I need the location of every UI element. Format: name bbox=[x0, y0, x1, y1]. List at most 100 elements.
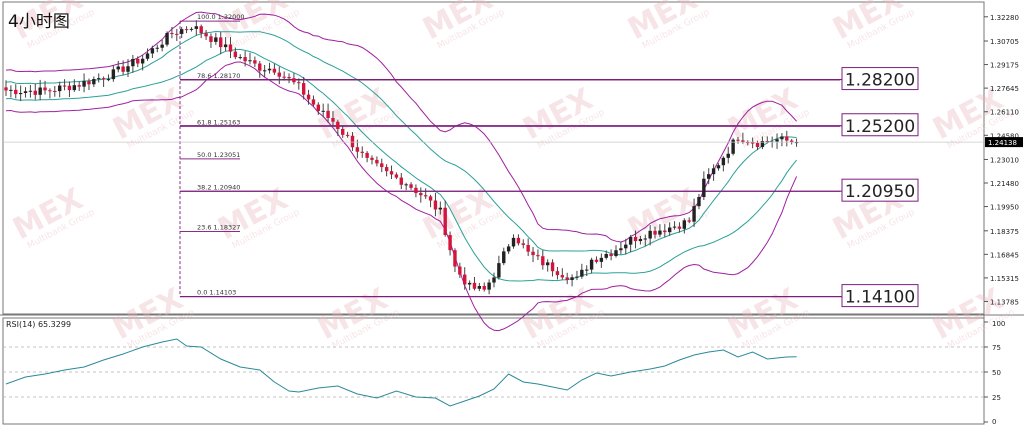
price-tick-label: 1.21480 bbox=[990, 180, 1019, 188]
candle-body bbox=[62, 85, 67, 87]
candle-body bbox=[585, 269, 589, 271]
candle-body bbox=[248, 60, 252, 62]
candle-body bbox=[697, 197, 701, 207]
candle-body bbox=[785, 136, 789, 141]
candle-body bbox=[760, 140, 765, 148]
candle-body bbox=[667, 227, 672, 233]
candle-body bbox=[287, 76, 291, 79]
candle-body bbox=[775, 139, 779, 142]
price-tick-label: 1.32280 bbox=[990, 14, 1019, 22]
fib-label: 0.0 1.14103 bbox=[197, 289, 236, 297]
candle-body bbox=[97, 78, 101, 80]
candle-body bbox=[672, 226, 677, 228]
candle-body bbox=[502, 251, 506, 264]
candle-body bbox=[223, 44, 228, 48]
current-price-marker bbox=[985, 137, 1023, 148]
candle-body bbox=[316, 104, 321, 111]
key-level-label: 1.25200 bbox=[845, 117, 915, 137]
candle-body bbox=[33, 90, 37, 95]
candle-body bbox=[506, 246, 511, 252]
candle-body bbox=[653, 230, 657, 235]
candle-body bbox=[423, 195, 428, 197]
price-tick-label: 1.13785 bbox=[990, 298, 1019, 306]
rsi-tick-label: 25 bbox=[992, 394, 1001, 402]
candle-body bbox=[57, 85, 62, 92]
candle-body bbox=[707, 174, 711, 179]
candle-body bbox=[87, 81, 91, 85]
candle-body bbox=[77, 85, 81, 87]
candle-body bbox=[746, 142, 750, 144]
candle-body bbox=[472, 282, 477, 289]
candle-body bbox=[492, 277, 496, 283]
candle-body bbox=[116, 66, 120, 70]
candle-body bbox=[541, 256, 545, 266]
rsi-tick-label: 75 bbox=[992, 344, 1001, 352]
candle-body bbox=[638, 238, 643, 242]
candle-body bbox=[497, 263, 501, 278]
lower-envelope bbox=[5, 48, 797, 282]
price-tick-label: 1.16845 bbox=[990, 251, 1019, 259]
candle-body bbox=[628, 236, 633, 245]
candle-body bbox=[716, 165, 721, 169]
candle-body bbox=[687, 220, 691, 222]
candle-body bbox=[311, 99, 316, 105]
fib-label: 23.6 1.18327 bbox=[197, 224, 240, 232]
current-price-label: 1.24138 bbox=[988, 139, 1017, 147]
candle-body bbox=[726, 153, 730, 158]
candle-body bbox=[619, 248, 623, 251]
candle-body bbox=[238, 57, 242, 59]
candle-body bbox=[677, 226, 682, 229]
fib-label: 50.0 1.23051 bbox=[197, 151, 240, 159]
candle-body bbox=[267, 68, 272, 71]
candle-body bbox=[589, 259, 594, 270]
candle-body bbox=[580, 269, 584, 277]
candle-body bbox=[233, 51, 238, 58]
candle-body bbox=[82, 81, 86, 87]
candle-body bbox=[145, 53, 150, 59]
candle-body bbox=[458, 266, 462, 275]
candle-body bbox=[438, 207, 443, 210]
price-tick-label: 1.24580 bbox=[990, 132, 1019, 140]
candle-body bbox=[121, 66, 125, 72]
candle-body bbox=[336, 121, 340, 129]
candle-body bbox=[375, 159, 379, 164]
candle-body bbox=[648, 230, 652, 239]
candle-body bbox=[780, 136, 784, 140]
key-levels: 1.28200 1.25200 1.20950 1.14100 bbox=[180, 67, 919, 308]
price-axis: 1.32280 1.30705 1.29175 1.27645 1.26110 1.245… bbox=[3, 14, 1023, 306]
price-tick-label: 1.18375 bbox=[990, 228, 1019, 236]
candle-body bbox=[419, 193, 423, 196]
candle-body bbox=[414, 187, 418, 194]
candle-body bbox=[331, 117, 335, 122]
key-level-label: 1.28200 bbox=[845, 71, 915, 91]
fibonacci-levels: 100.0 1.32000 78.6 1.28170 61.8 1.25163 50.… bbox=[179, 13, 840, 298]
candle-body bbox=[765, 140, 769, 142]
candle-body bbox=[384, 167, 389, 172]
rsi-tick-label: 50 bbox=[992, 369, 1001, 377]
key-level-box bbox=[841, 284, 919, 308]
candle-body bbox=[565, 277, 569, 280]
candle-body bbox=[292, 78, 296, 83]
candle-body bbox=[111, 69, 116, 80]
candle-body bbox=[794, 142, 799, 144]
candle-body bbox=[443, 207, 447, 235]
candle-body bbox=[521, 243, 525, 245]
candle-body bbox=[404, 184, 408, 186]
candle-body bbox=[9, 89, 13, 91]
fib-label: 78.6 1.28170 bbox=[197, 72, 240, 80]
candle-body bbox=[155, 47, 159, 49]
candle-body bbox=[160, 44, 164, 48]
candle-body bbox=[321, 110, 325, 112]
candle-body bbox=[23, 91, 28, 94]
price-tick-label: 1.29175 bbox=[990, 62, 1019, 70]
candle-body bbox=[750, 142, 755, 144]
candle-body bbox=[38, 87, 42, 95]
candle-body bbox=[341, 128, 345, 135]
candle-body bbox=[448, 234, 452, 251]
candle-body bbox=[482, 285, 486, 290]
candle-body bbox=[360, 151, 364, 153]
